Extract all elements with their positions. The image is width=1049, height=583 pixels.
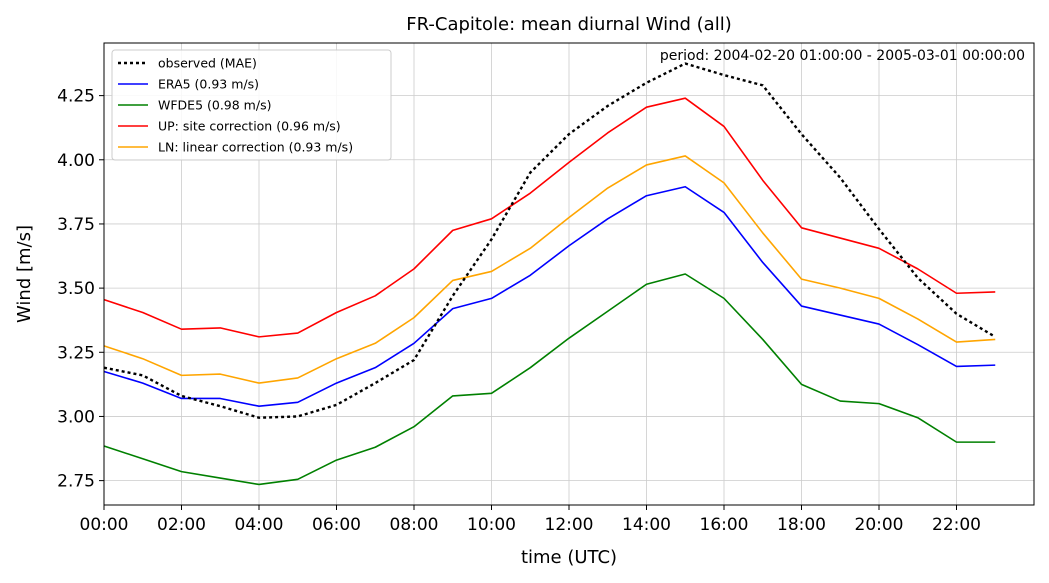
x-tick-label: 10:00 xyxy=(467,515,516,535)
chart-title: FR-Capitole: mean diurnal Wind (all) xyxy=(406,14,731,35)
series-lines xyxy=(103,62,996,486)
x-axis-label: time (UTC) xyxy=(521,547,617,568)
legend-label: LN: linear correction (0.93 m/s) xyxy=(158,140,353,155)
x-tick-label: 06:00 xyxy=(312,515,361,535)
legend-label: UP: site correction (0.96 m/s) xyxy=(158,119,341,134)
legend-label: WFDE5 (0.98 m/s) xyxy=(158,98,271,113)
x-tick-label: 08:00 xyxy=(390,515,439,535)
y-axis-label: Wind [m/s] xyxy=(14,225,35,323)
series-line-2 xyxy=(103,273,996,486)
y-tick-label: 4.00 xyxy=(57,151,95,171)
legend-label: ERA5 (0.93 m/s) xyxy=(158,77,259,92)
x-tick-label: 00:00 xyxy=(80,515,129,535)
x-tick-label: 22:00 xyxy=(932,515,981,535)
period-annotation: period: 2004-02-20 01:00:00 - 2005-03-01… xyxy=(660,48,1025,64)
x-tick-label: 16:00 xyxy=(700,515,749,535)
x-tick-label: 04:00 xyxy=(235,515,284,535)
legend-label: observed (MAE) xyxy=(158,56,257,71)
legend-box xyxy=(111,49,392,161)
series-line-1 xyxy=(103,185,996,407)
x-tick-label: 14:00 xyxy=(622,515,671,535)
y-tick-label: 4.25 xyxy=(57,87,95,107)
x-tick-label: 02:00 xyxy=(157,515,206,535)
x-tick-label: 20:00 xyxy=(855,515,904,535)
y-tick-label: 2.75 xyxy=(57,472,95,492)
series-line-4 xyxy=(103,155,996,384)
axis-ticks: 00:00 02:00 04:00 06:00 08:00 10:00 12:00 14:00… xyxy=(57,87,981,535)
series-line-0 xyxy=(103,62,996,419)
y-tick-label: 3.00 xyxy=(57,407,95,427)
x-tick-label: 18:00 xyxy=(777,515,826,535)
y-tick-label: 3.50 xyxy=(57,279,95,299)
x-tick-label: 12:00 xyxy=(545,515,594,535)
y-tick-label: 3.75 xyxy=(57,215,95,235)
y-tick-label: 3.25 xyxy=(57,343,95,363)
legend: observed (MAE) ERA5 (0.93 m/s) WFDE5 (0.98… xyxy=(111,49,392,161)
series-line-3 xyxy=(103,97,996,338)
